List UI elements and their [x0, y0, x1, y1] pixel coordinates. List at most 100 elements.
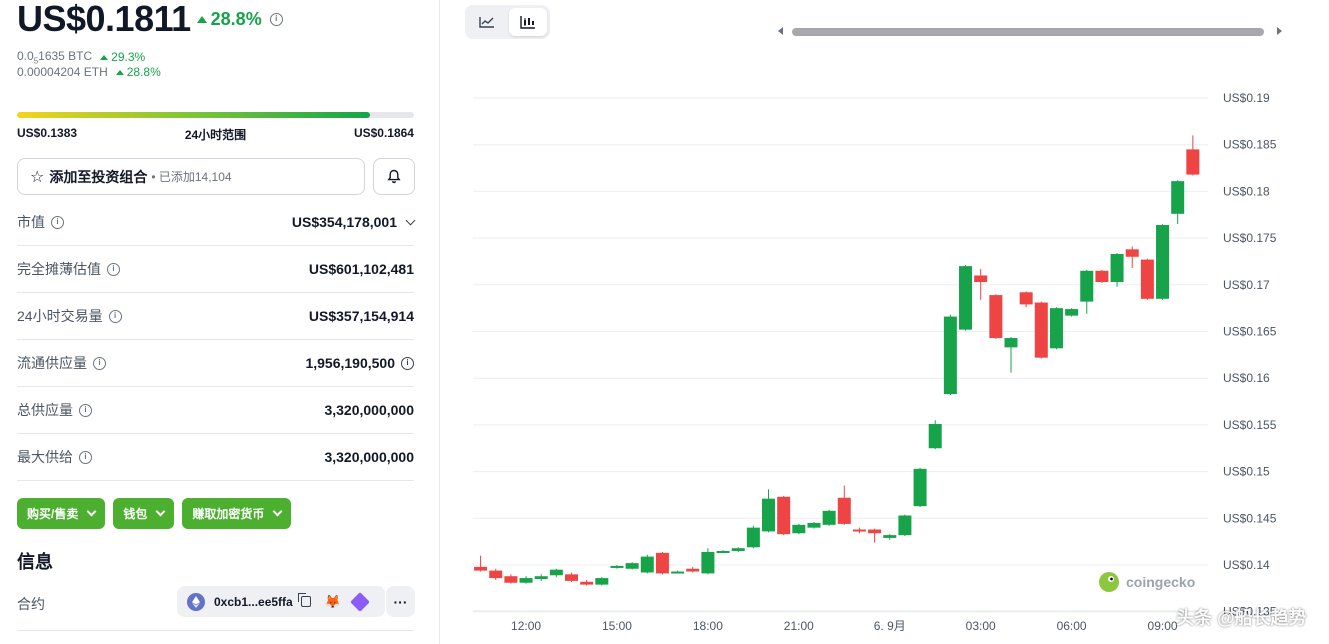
candle-down [1186, 135, 1200, 176]
eth-price-row: 0.00004204 ETH 28.8% [17, 65, 161, 79]
price-alert-button[interactable] [373, 158, 415, 195]
24h-range-bar [17, 112, 414, 118]
y-tick-label: US$0.135 [1223, 605, 1277, 619]
coingecko-wordmark: coingecko [1126, 574, 1195, 590]
candle-body [898, 515, 912, 536]
candle-up [519, 576, 533, 584]
candle-body [474, 566, 488, 571]
candle-up [1156, 224, 1170, 300]
y-tick-label: US$0.15 [1223, 465, 1270, 479]
candle-body [792, 524, 806, 534]
info-section-title: 信息 [17, 552, 53, 572]
candle-body [1049, 308, 1063, 349]
candle-down [686, 566, 700, 573]
candle-up [1110, 253, 1124, 287]
info-icon[interactable]: i [107, 262, 120, 276]
scroll-right-arrow-icon[interactable] [1277, 27, 1282, 35]
candle-body [625, 563, 639, 569]
24h-range-labels: US$0.1383 24小时范围 US$0.1864 [17, 126, 414, 143]
candle-body [928, 423, 942, 449]
candle-body [807, 522, 821, 528]
candle-body [640, 556, 654, 573]
candle-up [762, 489, 776, 533]
contract-address: 0xcb1...ee5ffa [214, 594, 293, 609]
candle-body [746, 527, 760, 548]
up-arrow-icon [100, 54, 109, 60]
candle-up [943, 314, 957, 396]
candle-body [959, 266, 973, 330]
candle-body [777, 496, 791, 535]
y-tick-label: US$0.165 [1223, 325, 1277, 339]
buy-sell-button[interactable]: 购买/售卖 [17, 498, 106, 529]
candle-down [565, 572, 579, 582]
info-icon[interactable]: i [401, 356, 414, 370]
candle-down [868, 528, 882, 543]
info-icon[interactable]: i [79, 450, 92, 464]
candle-body [534, 576, 548, 580]
candle-up [746, 525, 760, 549]
info-icon[interactable]: i [51, 215, 64, 229]
contract-address-box[interactable]: 0xcb1...ee5ffa 🦊 [177, 586, 385, 617]
x-tick-label: 03:00 [966, 619, 996, 633]
y-tick-label: US$0.155 [1223, 418, 1277, 432]
candle-body [1065, 309, 1079, 316]
gecko-logo-icon [1099, 572, 1119, 592]
candle-up [549, 568, 563, 578]
current-price: US$0.1811 [17, 0, 191, 39]
candle-up [792, 523, 806, 535]
candle-up [898, 514, 912, 537]
coin-info-panel: US$0.1811 28.8% i 0.051635 BTC 29.3% 0.0… [0, 0, 440, 644]
candle-body [1110, 253, 1124, 282]
coingecko-watermark: coingecko [1099, 572, 1195, 592]
line-chart-button[interactable] [468, 8, 506, 36]
candle-body [504, 576, 518, 583]
candle-body [852, 529, 866, 532]
candle-body [1034, 302, 1048, 358]
eth-price: 0.00004204 ETH [17, 65, 108, 79]
chart-scrollbar-thumb[interactable] [792, 28, 1264, 36]
up-arrow-icon [115, 69, 124, 75]
stat-total-supply: 总供应量 i 3,320,000,000 [17, 387, 414, 434]
info-icon[interactable]: i [108, 309, 122, 323]
candle-body [1156, 225, 1170, 299]
candle-body [837, 497, 851, 524]
btc-price: 0.051635 BTC [17, 49, 93, 66]
earn-crypto-button[interactable]: 赚取加密货币 [182, 498, 292, 529]
add-to-portfolio-button[interactable]: ☆ 添加至投资组合 • 已添加14,104 [17, 158, 365, 195]
eth-change: 28.8% [115, 65, 161, 79]
copy-icon[interactable] [297, 593, 311, 607]
candle-body [822, 510, 836, 525]
candlestick-chart-button[interactable] [509, 8, 547, 36]
wallet-button[interactable]: 钱包 [113, 498, 175, 529]
range-low: US$0.1383 [17, 126, 78, 140]
candle-up [640, 554, 654, 574]
candle-body [1171, 181, 1185, 214]
candle-down [474, 555, 488, 572]
candle-down [974, 268, 988, 300]
candle-body [1004, 338, 1018, 348]
candle-up [610, 565, 624, 569]
scroll-left-arrow-icon[interactable] [778, 27, 783, 35]
candle-body [549, 569, 563, 576]
candle-down [580, 579, 594, 586]
candle-down [777, 495, 791, 536]
info-icon[interactable]: i [79, 403, 92, 417]
candle-down [837, 485, 851, 525]
info-icon[interactable]: i [269, 12, 283, 26]
candle-body [1095, 270, 1109, 282]
candle-body [1140, 259, 1154, 299]
portfolio-added-count: • 已添加14,104 [151, 170, 232, 184]
info-icon[interactable]: i [93, 356, 106, 370]
candle-up [595, 577, 609, 586]
price-change: 28.8% [196, 9, 262, 30]
candle-body [1080, 270, 1094, 302]
candle-down [504, 574, 518, 584]
range-label: 24小时范围 [184, 128, 247, 142]
chart-candles [474, 135, 1200, 586]
metamask-icon[interactable]: 🦊 [324, 593, 341, 609]
divider [17, 630, 414, 631]
y-tick-label: US$0.18 [1223, 184, 1270, 198]
more-options-button[interactable]: ··· [386, 586, 415, 617]
candle-down [1095, 269, 1109, 283]
